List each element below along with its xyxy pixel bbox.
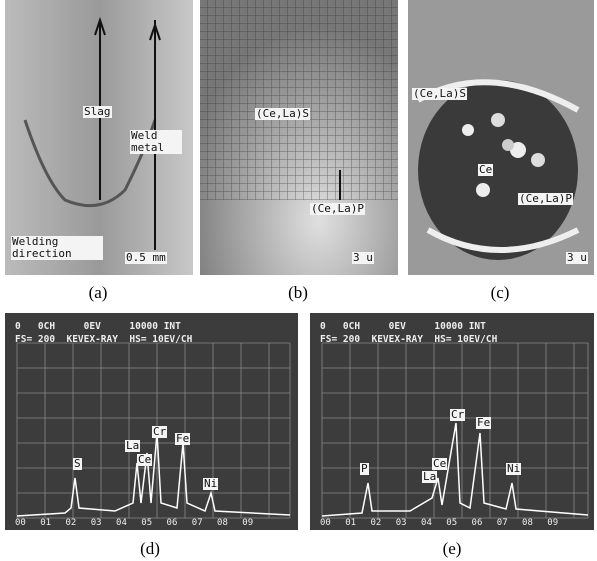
spectrum-plot: [321, 342, 589, 519]
micrograph-c: (Ce,La)S Ce (Ce,La)P 3 u: [408, 0, 594, 275]
label: Ce: [478, 163, 494, 176]
label: 3 u: [352, 251, 374, 264]
header: 0 0CH 0EV 10000 INT: [320, 321, 486, 332]
header: 0 0CH 0EV 10000 INT: [15, 321, 181, 332]
spectrum-e: 0 0CH 0EV 10000 INT FS= 200 KEVEX-RAY HS…: [310, 313, 594, 530]
peak-label: Cr: [450, 408, 466, 421]
spectrum-plot: [16, 342, 291, 519]
spectrum-d: 0 0CH 0EV 10000 INT FS= 200 KEVEX-RAY HS…: [5, 313, 298, 530]
label: (Ce,La)P: [310, 202, 365, 215]
header: FS= 200 KEVEX-RAY HS= 10EV/CH: [15, 334, 193, 345]
caption: (d): [140, 539, 160, 558]
label: 0.5 mm: [125, 251, 167, 264]
label: Weld metal: [130, 130, 182, 154]
peak-label: Cr: [152, 425, 168, 438]
x-axis-labels: 00 01 02 03 04 05 06 07 08 09: [15, 518, 254, 528]
x-axis-labels: 00 01 02 03 04 05 06 07 08 09: [320, 518, 559, 528]
micrograph-a: Slag Weld metal Welding direction 0.5 mm: [5, 0, 193, 275]
label: 3 u: [566, 251, 588, 264]
peak-label: Ce: [432, 457, 448, 470]
image: [408, 0, 594, 275]
caption: (e): [442, 539, 462, 558]
peak-label: Ce: [137, 453, 153, 466]
peak-label: P: [360, 462, 369, 475]
label: (Ce,La)S: [412, 87, 467, 100]
peak-label: Fe: [175, 432, 191, 445]
micrograph-b: (Ce,La)S (Ce,La)P 3 u: [200, 0, 398, 275]
label: Welding direction: [11, 236, 103, 260]
caption: (a): [88, 283, 108, 302]
peak-label: La: [422, 470, 438, 483]
label: (Ce,La)S: [255, 107, 310, 120]
peak-label: La: [125, 439, 141, 452]
peak-label: Ni: [203, 477, 219, 490]
peak-label: Ni: [506, 462, 522, 475]
peak-label: S: [73, 457, 82, 470]
caption: (c): [490, 283, 510, 302]
image: [200, 0, 398, 275]
caption: (b): [288, 283, 308, 302]
label: Slag: [83, 105, 112, 118]
peak-label: Fe: [476, 416, 492, 429]
label: (Ce,La)P: [518, 192, 573, 205]
header: FS= 200 KEVEX-RAY HS= 10EV/CH: [320, 334, 498, 345]
